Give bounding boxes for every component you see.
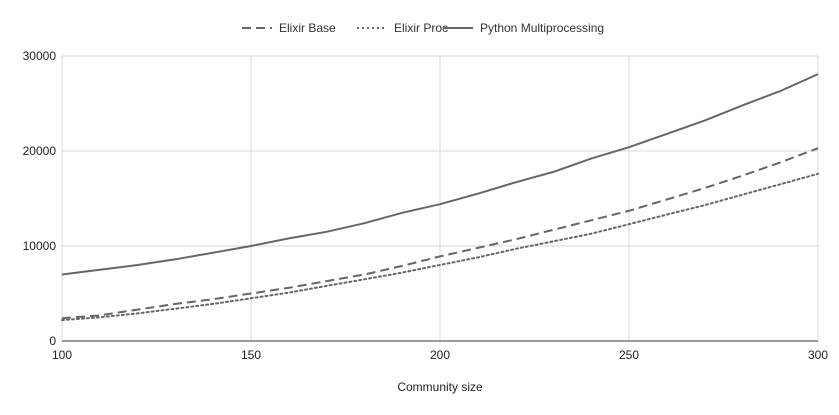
x-tick-label: 150 <box>241 348 261 362</box>
x-tick-label: 300 <box>808 348 828 362</box>
grid-lines <box>61 55 819 342</box>
x-tick-label: 250 <box>619 348 639 362</box>
y-tick-label: 0 <box>49 334 56 348</box>
series-line-python-multiprocessing <box>61 73 819 276</box>
y-tick-label: 30000 <box>23 49 57 63</box>
x-tick-label: 100 <box>52 348 72 362</box>
series-lines <box>61 73 819 322</box>
x-axis-title: Community size <box>397 380 483 394</box>
series-line-elixir-proc <box>61 172 819 322</box>
legend: Elixir Base Elixir Proc Python Multiproces… <box>242 21 604 35</box>
legend-label: Elixir Proc <box>394 21 448 35</box>
legend-label: Python Multiprocessing <box>480 21 604 35</box>
y-tick-label: 20000 <box>23 144 57 158</box>
x-tick-label: 200 <box>430 348 450 362</box>
y-tick-label: 10000 <box>23 239 57 253</box>
tick-labels: 100 150 200 250 300 0 10000 20000 30000 <box>23 49 829 362</box>
series-line-elixir-base <box>61 147 819 320</box>
legend-label: Elixir Base <box>279 21 336 35</box>
